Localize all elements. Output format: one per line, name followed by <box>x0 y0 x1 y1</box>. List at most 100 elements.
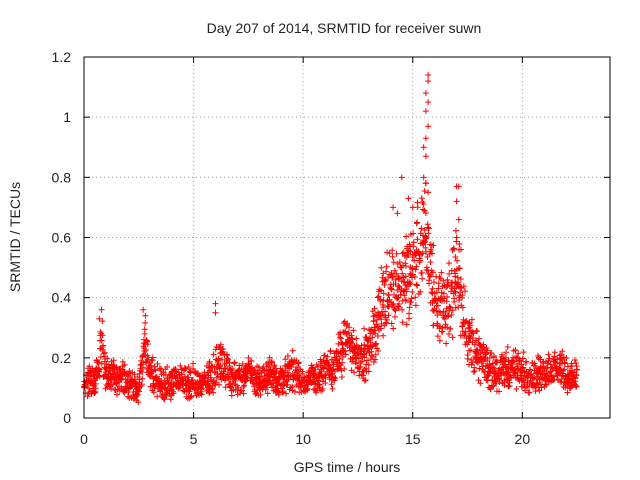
data-point <box>395 282 402 289</box>
data-point <box>365 361 372 368</box>
data-point <box>168 372 175 379</box>
data-point <box>338 374 345 381</box>
data-point <box>465 338 472 345</box>
data-point <box>402 273 409 280</box>
data-point <box>342 351 349 358</box>
data-point <box>421 227 428 234</box>
data-points <box>81 72 580 406</box>
data-point <box>531 375 538 382</box>
data-point <box>322 374 329 381</box>
data-point <box>361 341 368 348</box>
data-point <box>484 347 491 354</box>
x-tick-label: 5 <box>190 431 198 447</box>
data-point <box>410 239 417 246</box>
data-point <box>407 280 414 287</box>
data-point <box>429 250 436 257</box>
data-point <box>476 365 483 372</box>
data-point <box>489 383 496 390</box>
data-point <box>425 123 432 130</box>
data-point <box>416 257 423 264</box>
data-point <box>346 324 353 331</box>
data-point <box>341 365 348 372</box>
data-point <box>413 220 420 227</box>
data-point <box>198 386 205 393</box>
data-point <box>417 288 424 295</box>
data-point <box>170 390 177 397</box>
data-point <box>551 349 558 356</box>
data-point <box>526 389 533 396</box>
data-point <box>425 230 432 237</box>
data-point <box>96 373 103 380</box>
data-point <box>293 382 300 389</box>
data-point <box>150 389 157 396</box>
data-point <box>337 362 344 369</box>
data-point <box>212 379 219 386</box>
data-point <box>422 180 429 187</box>
data-point <box>161 384 168 391</box>
data-point <box>503 349 510 356</box>
data-point <box>386 250 393 257</box>
data-point <box>138 381 145 388</box>
data-point <box>439 324 446 331</box>
data-point <box>163 393 170 400</box>
data-point <box>151 363 158 370</box>
data-point <box>523 358 530 365</box>
data-point <box>413 263 420 270</box>
data-point <box>401 292 408 299</box>
data-point <box>420 144 427 151</box>
data-point <box>266 354 273 361</box>
data-point <box>501 382 508 389</box>
data-point <box>349 336 356 343</box>
data-point <box>547 361 554 368</box>
data-point <box>363 350 370 357</box>
data-point <box>212 300 219 307</box>
data-point <box>382 308 389 315</box>
data-point <box>452 253 459 260</box>
data-point <box>369 334 376 341</box>
y-tick-label: 0 <box>63 410 71 426</box>
data-point <box>531 383 538 390</box>
data-point <box>351 369 358 376</box>
data-point <box>389 274 396 281</box>
data-point <box>217 362 224 369</box>
data-point <box>403 296 410 303</box>
data-point <box>560 367 567 374</box>
data-point <box>391 267 398 274</box>
data-point <box>514 353 521 360</box>
data-point <box>460 283 467 290</box>
data-point <box>425 189 432 196</box>
data-point <box>399 270 406 277</box>
data-point <box>420 174 427 181</box>
data-point <box>139 364 146 371</box>
data-point <box>457 275 464 282</box>
data-point <box>144 341 151 348</box>
data-point <box>462 288 469 295</box>
data-point <box>403 321 410 328</box>
data-point <box>475 377 482 384</box>
data-point <box>84 393 91 400</box>
data-point <box>264 390 271 397</box>
data-point <box>380 290 387 297</box>
data-point <box>282 356 289 363</box>
data-point <box>132 379 139 386</box>
data-point <box>154 360 161 367</box>
data-point <box>392 276 399 283</box>
data-point <box>443 340 450 347</box>
data-point <box>108 385 115 392</box>
data-point <box>423 264 430 271</box>
data-point <box>392 313 399 320</box>
data-point <box>538 384 545 391</box>
chart-title: Day 207 of 2014, SRMTID for receiver suw… <box>207 20 482 36</box>
data-point <box>406 304 413 311</box>
data-point <box>327 347 334 354</box>
data-point <box>390 259 397 266</box>
plot-frame <box>83 56 611 419</box>
data-point <box>452 273 459 280</box>
data-point <box>161 396 168 403</box>
data-point <box>372 351 379 358</box>
data-point <box>480 344 487 351</box>
data-point <box>451 298 458 305</box>
data-point <box>561 360 568 367</box>
data-point <box>452 227 459 234</box>
